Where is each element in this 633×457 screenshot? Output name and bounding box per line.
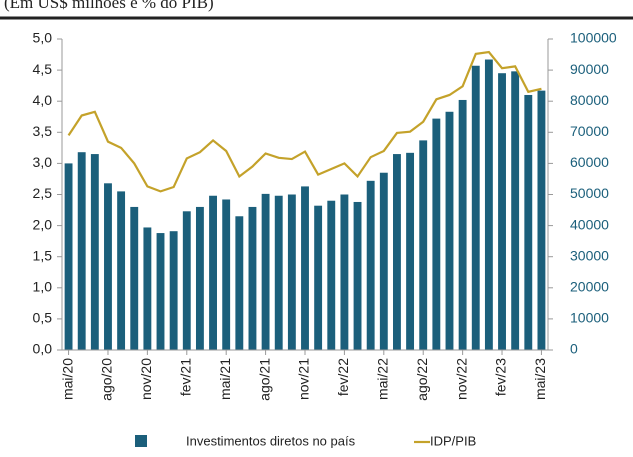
bar <box>261 193 270 350</box>
bar <box>301 186 309 350</box>
bar <box>353 201 362 350</box>
bar <box>393 154 401 350</box>
bar <box>77 152 86 350</box>
bar <box>64 163 73 350</box>
bar <box>156 233 165 350</box>
bar <box>419 140 428 350</box>
y-tick-label: 2,5 <box>33 185 53 201</box>
x-tick-label: fev/23 <box>493 358 509 396</box>
x-tick-label: ago/22 <box>414 358 430 401</box>
bar <box>274 195 283 350</box>
y2-tick-label: 60000 <box>570 154 609 170</box>
x-tick-label: mai/23 <box>532 358 548 400</box>
y2-tick-label: 0 <box>570 341 578 357</box>
x-tick-label: nov/22 <box>453 358 469 400</box>
y2-tick-label: 10000 <box>570 310 609 326</box>
y-tick-label: 1,0 <box>33 279 53 295</box>
bar <box>182 211 191 350</box>
bar <box>143 227 152 350</box>
legend-swatch <box>135 435 147 447</box>
bar <box>287 194 296 350</box>
y2-tick-label: 30000 <box>570 247 609 263</box>
x-tick-label: ago/21 <box>256 358 272 401</box>
bar <box>195 206 204 350</box>
bar <box>340 194 349 350</box>
x-tick-label: fev/21 <box>177 358 193 396</box>
y2-tick-label: 70000 <box>570 123 609 139</box>
x-tick-label: fev/22 <box>335 358 351 396</box>
x-tick-label: mai/21 <box>217 358 233 400</box>
x-tick-label: mai/22 <box>375 358 391 400</box>
bar <box>327 200 336 350</box>
bar <box>498 73 506 351</box>
y-tick-label: 3,5 <box>33 123 53 139</box>
bar <box>248 206 257 350</box>
y-tick-label: 0,5 <box>33 310 53 326</box>
y2-tick-label: 50000 <box>570 185 609 201</box>
y2-tick-label: 80000 <box>570 92 609 108</box>
bar <box>537 90 546 350</box>
y2-tick-label: 20000 <box>570 279 609 295</box>
y-tick-label: 4,0 <box>33 92 53 108</box>
bar <box>471 65 480 350</box>
x-tick-label: mai/20 <box>59 358 75 400</box>
bar <box>117 191 126 350</box>
bar <box>366 180 375 350</box>
x-tick-label: nov/21 <box>296 358 312 400</box>
bar <box>432 118 441 350</box>
y2-tick-label: 40000 <box>570 216 609 232</box>
y-tick-label: 0,0 <box>33 341 53 357</box>
bar <box>209 195 217 350</box>
bar <box>104 183 112 350</box>
bar <box>511 71 520 351</box>
legend-label: Investimentos diretos no país <box>186 433 356 448</box>
bar <box>379 172 388 350</box>
y2-tick-label: 100000 <box>570 30 617 46</box>
bar <box>235 216 244 350</box>
y2-tick-label: 90000 <box>570 61 609 77</box>
legend-label: IDP/PIB <box>430 433 476 448</box>
bar <box>222 199 231 350</box>
x-tick-label: nov/20 <box>138 358 154 400</box>
bar <box>484 59 493 350</box>
bar <box>445 111 454 350</box>
y-tick-label: 4,5 <box>33 61 53 77</box>
bar <box>314 205 323 350</box>
bar <box>130 206 139 350</box>
chart-subtitle: (Em US$ milhões e % do PIB) <box>4 0 214 12</box>
bar <box>458 99 467 351</box>
bar <box>524 94 533 350</box>
y-tick-label: 2,0 <box>33 216 53 232</box>
y-tick-label: 5,0 <box>33 30 53 46</box>
line <box>67 50 542 193</box>
y-tick-label: 1,5 <box>33 247 53 263</box>
x-tick-label: ago/20 <box>99 358 115 401</box>
bar <box>169 231 178 350</box>
bar <box>406 152 415 350</box>
bar <box>90 154 99 350</box>
y-tick-label: 3,0 <box>33 154 53 170</box>
